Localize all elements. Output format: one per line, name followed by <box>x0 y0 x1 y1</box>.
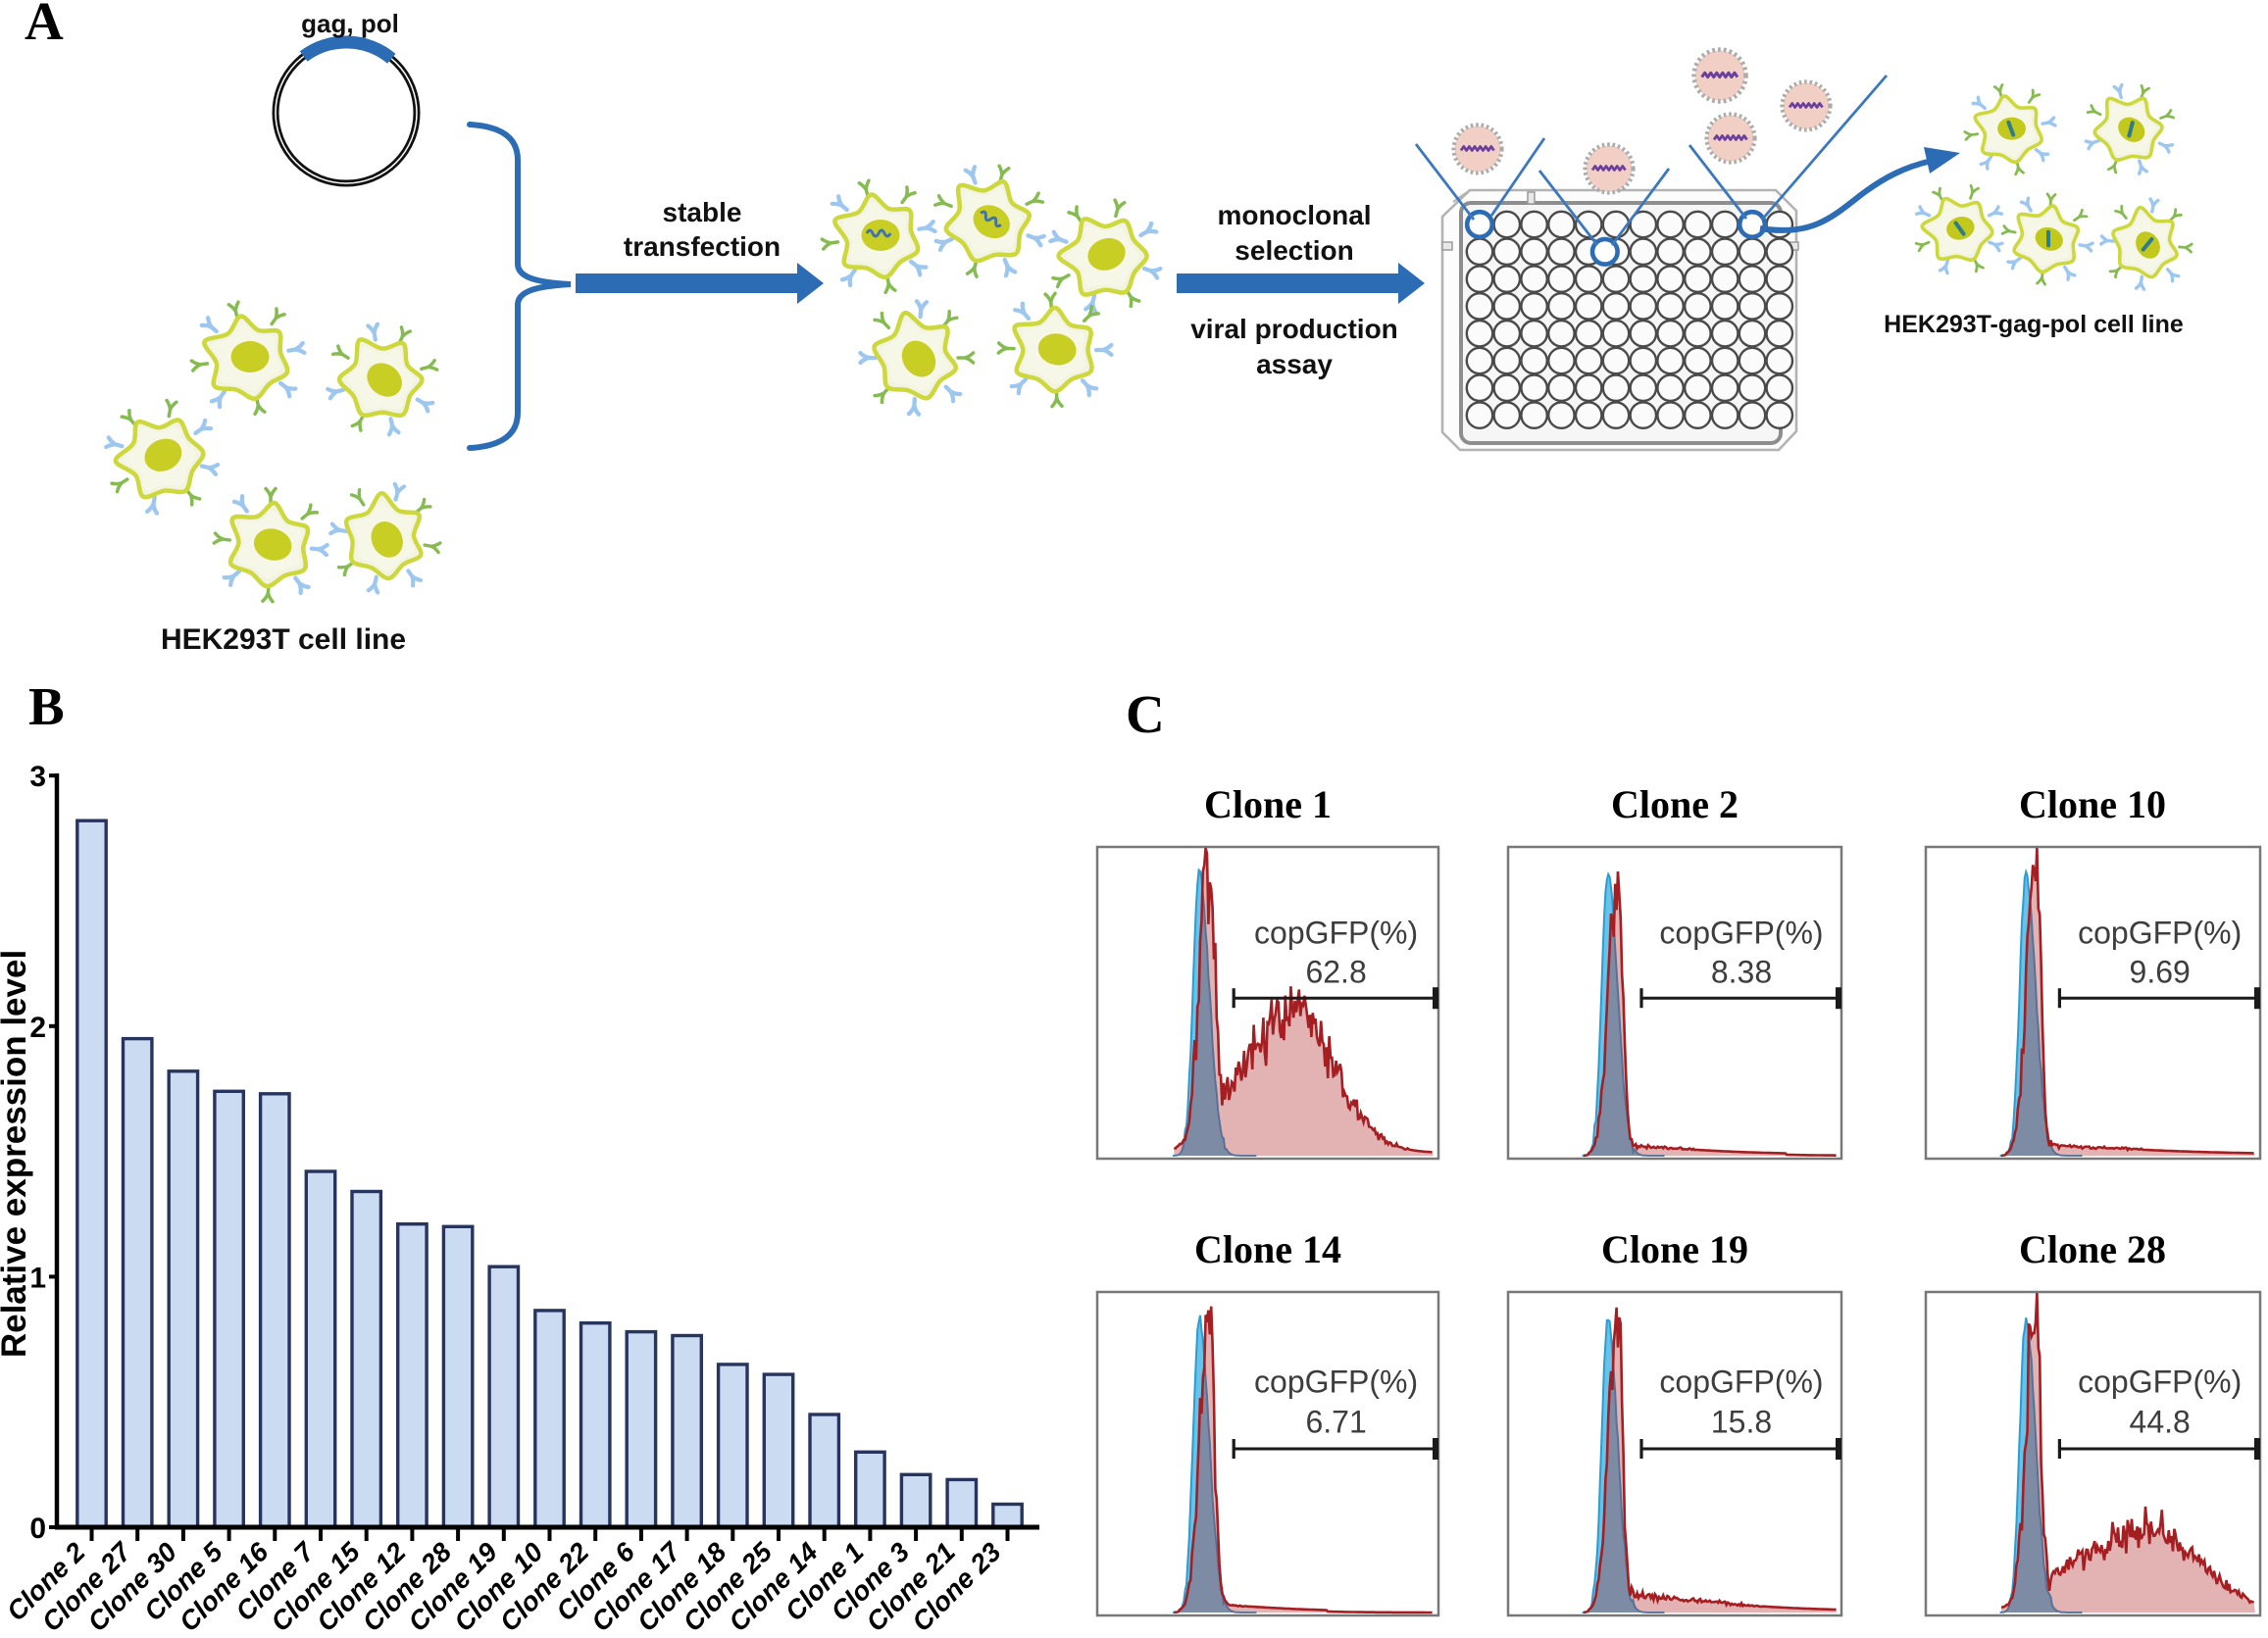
svg-text:15.8: 15.8 <box>1711 1405 1772 1440</box>
svg-text:HEK293T-gag-pol cell line: HEK293T-gag-pol cell line <box>1884 311 2184 338</box>
svg-text:6.71: 6.71 <box>1305 1405 1366 1440</box>
svg-text:Clone 1: Clone 1 <box>1204 782 1332 826</box>
svg-text:A: A <box>25 0 64 51</box>
svg-text:copGFP(%): copGFP(%) <box>1659 916 1823 951</box>
svg-text:44.8: 44.8 <box>2130 1405 2191 1440</box>
svg-text:gag, pol: gag, pol <box>301 9 399 38</box>
svg-text:Clone 19: Clone 19 <box>1601 1227 1748 1271</box>
svg-text:9.69: 9.69 <box>2130 954 2191 989</box>
svg-text:copGFP(%): copGFP(%) <box>1254 916 1418 951</box>
svg-text:0: 0 <box>29 1513 46 1545</box>
svg-text:copGFP(%): copGFP(%) <box>2078 1364 2242 1399</box>
svg-text:B: B <box>28 676 65 736</box>
svg-text:copGFP(%): copGFP(%) <box>1254 1364 1418 1399</box>
svg-text:Clone 2: Clone 2 <box>1611 782 1739 826</box>
svg-text:2: 2 <box>29 1012 46 1044</box>
svg-text:Clone 14: Clone 14 <box>1194 1227 1341 1271</box>
svg-text:Clone 10: Clone 10 <box>2019 782 2166 826</box>
svg-text:8.38: 8.38 <box>1711 954 1772 989</box>
svg-text:Relative expression level: Relative expression level <box>0 950 33 1358</box>
svg-text:62.8: 62.8 <box>1305 954 1366 989</box>
svg-text:Clone 28: Clone 28 <box>2019 1227 2166 1271</box>
svg-text:1: 1 <box>29 1262 46 1294</box>
svg-text:C: C <box>1126 684 1165 744</box>
svg-text:monoclonal: monoclonal <box>1217 200 1371 230</box>
svg-text:3: 3 <box>29 761 46 793</box>
svg-text:stable: stable <box>663 197 742 227</box>
svg-text:HEK293T cell line: HEK293T cell line <box>161 623 406 656</box>
svg-text:transfection: transfection <box>624 231 781 262</box>
svg-text:copGFP(%): copGFP(%) <box>2078 916 2242 951</box>
svg-text:selection: selection <box>1235 235 1353 266</box>
svg-text:copGFP(%): copGFP(%) <box>1659 1364 1823 1399</box>
svg-text:viral production: viral production <box>1190 314 1398 344</box>
svg-text:assay: assay <box>1256 349 1333 379</box>
